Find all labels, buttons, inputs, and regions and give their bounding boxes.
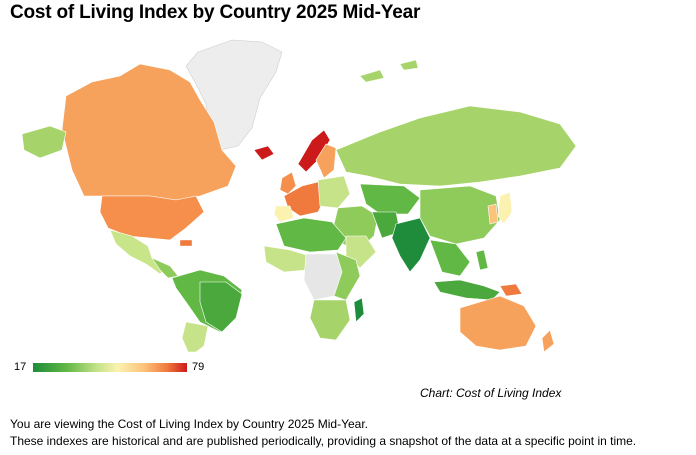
region-png	[499, 283, 523, 297]
region-iberia	[273, 205, 295, 223]
region-china	[419, 185, 501, 245]
region-sweden-finland	[315, 143, 337, 179]
world-choropleth-map	[21, 39, 577, 353]
chart-credit: Chart: Cost of Living Index	[420, 386, 562, 400]
region-chile-argentina	[181, 321, 209, 353]
region-eastern-europe	[317, 175, 351, 209]
region-arctic-islands	[359, 59, 419, 83]
region-central-america	[151, 257, 179, 279]
region-russia	[335, 105, 577, 187]
region-japan	[497, 191, 513, 225]
footer-line-2: These indexes are historical and are pub…	[10, 434, 637, 448]
region-southeast-asia	[429, 239, 471, 277]
region-uk	[279, 171, 297, 195]
region-indonesia	[433, 279, 501, 301]
region-north-africa	[275, 217, 347, 253]
region-alaska	[21, 125, 67, 159]
region-brazil	[199, 281, 243, 333]
region-usa	[99, 195, 205, 241]
region-southern-africa	[309, 299, 351, 341]
region-norway	[297, 129, 331, 173]
region-new-zealand	[541, 329, 555, 353]
page-title: Cost of Living Index by Country 2025 Mid…	[10, 2, 421, 23]
region-iceland	[253, 145, 275, 161]
region-philippines	[475, 249, 489, 271]
footer-line-1: You are viewing the Cost of Living Index…	[10, 417, 368, 431]
region-korea	[487, 203, 499, 225]
legend-max-label: 79	[192, 361, 205, 373]
region-madagascar	[353, 297, 365, 323]
region-caribbean	[179, 239, 193, 247]
region-australia	[459, 295, 537, 351]
region-central-asia	[359, 183, 421, 215]
region-canada	[61, 63, 237, 201]
legend-color-scale	[33, 363, 187, 372]
legend-min-label: 17	[14, 361, 27, 373]
